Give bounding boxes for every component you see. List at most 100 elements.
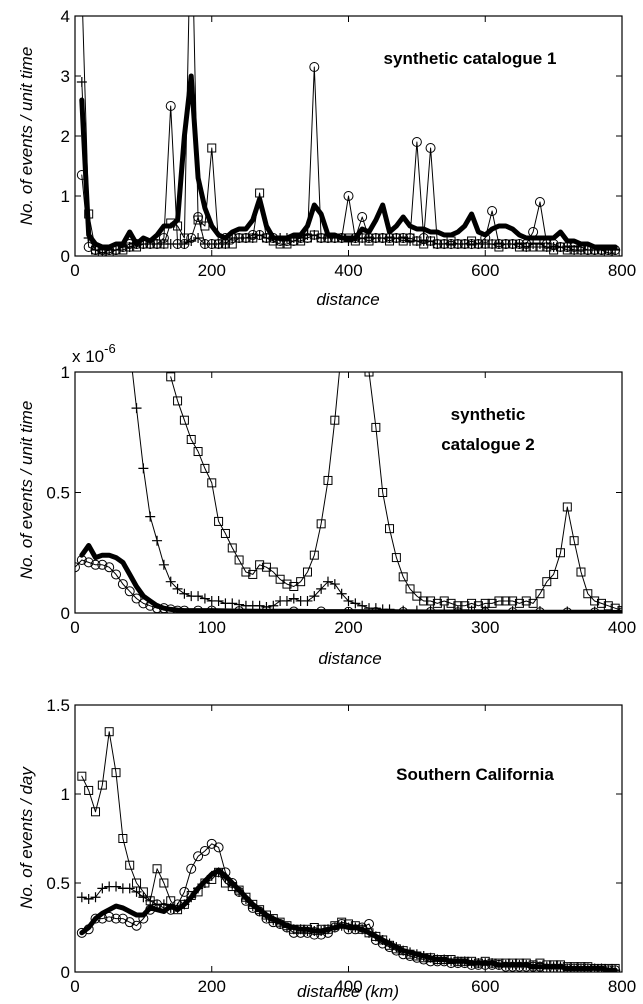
data-point-square	[378, 488, 388, 497]
data-point-plus	[425, 236, 436, 246]
data-point-square	[289, 581, 299, 591]
x-tick-label: 200	[198, 977, 226, 996]
data-point-circle	[357, 212, 368, 222]
y-axis-label: No. of events / day	[17, 766, 36, 909]
y-tick-label: 3	[61, 67, 70, 86]
data-point-plus	[76, 892, 87, 903]
data-point-circle	[75, 562, 80, 573]
data-point-square	[166, 372, 176, 382]
plot-area	[76, 727, 621, 972]
data-point-square	[200, 221, 210, 231]
data-point-square	[261, 562, 271, 572]
data-point-square	[603, 601, 613, 611]
data-point-square	[302, 567, 312, 577]
data-point-square	[364, 372, 374, 377]
data-point-circle	[131, 593, 142, 604]
data-point-square	[514, 598, 524, 608]
data-point-plus	[145, 895, 156, 906]
panel-title-line-2: catalogue 2	[441, 435, 535, 454]
data-point-square	[275, 574, 285, 584]
data-point-plus	[247, 233, 258, 243]
data-point-square	[234, 555, 244, 565]
data-point-circle	[90, 913, 101, 924]
y-axis-label: No. of events / unit time	[17, 47, 36, 226]
series-line	[79, 543, 622, 613]
data-point-circle	[193, 212, 204, 222]
data-point-plus	[281, 595, 292, 606]
data-point-square	[330, 415, 340, 425]
data-point-plus	[124, 242, 135, 252]
data-point-plus	[220, 239, 231, 249]
panel-synthetic-catalogue-2: 0 100 200 300 400 0 0.5 1 x 10-6 synthetic cata…	[17, 341, 636, 668]
data-point-square	[487, 598, 497, 608]
data-point-square	[508, 596, 518, 606]
data-point-circle	[425, 143, 436, 153]
data-point-circle	[83, 557, 94, 568]
data-point-square	[104, 727, 114, 737]
y-tick-label: 1.5	[46, 696, 70, 715]
x-tick-label: 800	[608, 977, 636, 996]
data-point-plus	[179, 239, 190, 249]
data-point-circle	[111, 913, 122, 924]
data-point-plus	[357, 600, 368, 611]
data-point-square	[309, 550, 319, 560]
data-point-circle	[131, 920, 142, 931]
data-point-circle	[193, 851, 204, 862]
x-tick-label: 100	[198, 618, 226, 637]
data-point-square	[583, 589, 593, 599]
series-0-square	[166, 372, 622, 613]
data-point-plus	[329, 579, 340, 590]
data-point-circle	[343, 191, 354, 201]
data-point-circle	[104, 562, 115, 573]
data-point-plus	[309, 591, 320, 602]
y-tick-label: 1	[61, 187, 70, 206]
data-point-square	[125, 860, 135, 870]
y-tick-label: 0	[61, 604, 70, 623]
plot-area	[76, 16, 621, 256]
data-point-plus	[336, 588, 347, 599]
x-tick-label: 800	[608, 261, 636, 280]
data-point-square	[323, 475, 333, 485]
data-point-plus	[302, 595, 313, 606]
y-tick-label: 4	[61, 7, 70, 26]
data-point-circle	[179, 886, 190, 897]
data-point-circle	[487, 206, 498, 216]
data-point-square	[207, 143, 217, 153]
panel-synthetic-catalogue-1: 0 200 400 600 800 0 1 2 3 4 synthetic catalogue 1…	[17, 7, 636, 309]
data-point-circle	[411, 137, 422, 147]
y-axis-label: No. of events / unit time	[17, 401, 36, 580]
series-line	[170, 372, 622, 612]
data-point-plus	[254, 230, 265, 240]
y-tick-label: 1	[61, 785, 70, 804]
data-point-square	[521, 596, 531, 606]
data-point-square	[569, 536, 579, 546]
x-axis-label: distance	[318, 649, 381, 668]
data-point-square	[248, 569, 258, 579]
data-point-square	[97, 780, 107, 790]
x-tick-label: 0	[70, 618, 79, 637]
x-tick-label: 400	[608, 618, 636, 637]
data-point-square	[241, 567, 251, 577]
data-point-plus	[234, 599, 245, 610]
y-tick-label: 0.5	[46, 484, 70, 503]
data-point-square	[528, 598, 538, 608]
data-point-square	[576, 567, 586, 577]
plot-area	[75, 372, 622, 613]
data-point-square	[118, 834, 128, 843]
series-line	[79, 868, 618, 972]
x-tick-label: 200	[334, 618, 362, 637]
data-point-square	[84, 785, 94, 795]
data-point-square	[405, 584, 415, 594]
data-point-square	[200, 463, 210, 473]
data-point-square	[77, 771, 87, 781]
data-point-circle	[97, 559, 108, 570]
data-point-square	[426, 596, 436, 606]
data-point-plus	[97, 883, 108, 894]
x-tick-label: 600	[471, 261, 499, 280]
data-point-circle	[117, 579, 128, 590]
data-point-plus	[309, 230, 320, 240]
data-point-plus	[172, 583, 183, 594]
series-line	[79, 73, 618, 250]
data-point-square	[542, 577, 552, 587]
data-point-square	[179, 415, 189, 425]
